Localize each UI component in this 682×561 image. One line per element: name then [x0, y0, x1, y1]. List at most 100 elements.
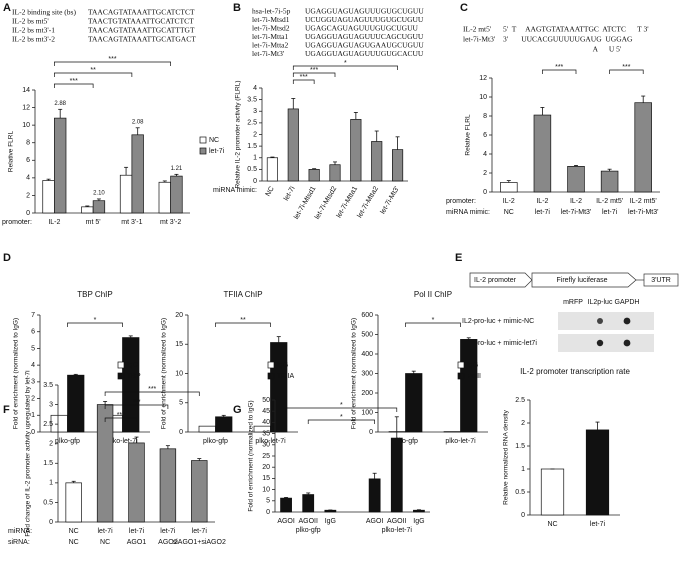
- value-annotation: 2.10: [93, 191, 105, 197]
- y-tick-label: 0.5: [515, 489, 525, 496]
- sequence-name: IL-2 mt5': [463, 25, 492, 34]
- y-tick-label: 0: [49, 519, 53, 526]
- sequence-name: IL-2 bs mt3'-1: [12, 26, 55, 35]
- x-tick-label: let-7i-Mt3': [561, 209, 592, 216]
- bar: [350, 119, 362, 182]
- y-tick-label: 4: [483, 151, 487, 158]
- y-tick-label: 14: [22, 87, 30, 94]
- y-tick-label: 500: [361, 331, 373, 338]
- bar: [634, 102, 652, 193]
- sequence-name: IL-2 bs mt3'-2: [12, 35, 55, 44]
- y-axis-label: Fold of enrichment (normalized to IgG): [351, 318, 358, 429]
- y-tick-label: 45: [262, 408, 270, 415]
- bar: [158, 181, 171, 214]
- significance-label: *: [432, 317, 435, 324]
- x-tick-label: IL-2: [536, 198, 548, 205]
- bar-chart: 0 5 10 15 20 25 30 35 40 45 50 Fold of enrichment (…: [248, 397, 430, 534]
- sequence: UGAGGUAGUAGUUUCAGCUGUU: [305, 32, 424, 41]
- y-tick-label: 6: [483, 132, 487, 139]
- significance-bracket: [215, 322, 271, 327]
- significance-bracket: [307, 419, 375, 424]
- chart-title: TBP ChIP: [77, 290, 112, 299]
- significance-label: ***: [310, 67, 318, 74]
- sequence: TAACAGTATAAATTGCATCTCT: [88, 8, 195, 17]
- chart-title: TFIIA ChIP: [223, 290, 262, 299]
- x-tick-label: let-7i: [535, 209, 551, 216]
- significance-bracket: [609, 69, 644, 74]
- y-tick-label: 40: [262, 419, 270, 426]
- group-label: plko-gfp: [296, 527, 321, 534]
- x-tick-label: AGOI: [277, 518, 295, 525]
- y-tick-label: 20: [262, 464, 270, 471]
- significance-label: ***: [108, 56, 116, 63]
- gene-label: Firefly luciferase: [557, 277, 608, 284]
- legend-label: NC: [209, 137, 219, 144]
- x-tick-label: NC: [69, 528, 79, 535]
- panel-letter: F: [3, 404, 10, 416]
- y-tick-label: 2: [483, 170, 487, 177]
- y-tick-label: 8: [26, 140, 30, 147]
- y-tick-label: 12: [22, 104, 30, 111]
- legend-swatch: [117, 361, 125, 369]
- y-tick-label: 2.5: [247, 120, 257, 127]
- y-tick-label: 8: [483, 113, 487, 120]
- bar: [128, 442, 145, 523]
- x-tick-label: AGOII: [298, 518, 318, 525]
- y-tick-label: 15: [262, 475, 270, 482]
- blot-dot: [597, 318, 603, 324]
- significance-bracket: [104, 417, 137, 422]
- legend-label: let-7i: [209, 148, 225, 155]
- x-tick-label: let-7i-Mt3': [628, 209, 659, 216]
- bar: [81, 206, 94, 214]
- sequence: TAACAGTATAAATTGCATTTGT: [88, 26, 195, 35]
- value-annotation: 2.88: [54, 101, 66, 107]
- significance-label: *: [340, 402, 343, 409]
- x-tick-label: AGOI: [366, 518, 384, 525]
- sequence: UCUGGUAGUAGUUUGUGCUGUU: [305, 15, 424, 24]
- bar: [540, 468, 565, 516]
- y-tick-label: 4: [31, 362, 35, 369]
- y-tick-label: 5: [31, 345, 35, 352]
- sequence-name: IL-2 binding site (bs): [12, 8, 76, 17]
- significance-label: ***: [148, 386, 156, 393]
- sequence-name: let-7i-Mt3': [252, 49, 285, 58]
- bar: [324, 509, 337, 513]
- group-label: plko-let-7i: [382, 527, 413, 534]
- x-tick-label: let-7i-Mtta1: [336, 185, 360, 219]
- bar: [390, 437, 403, 513]
- y-axis-label: Fold change of IL-2 promoter activity up…: [25, 370, 32, 536]
- legend-label: TFIIA: [277, 373, 294, 380]
- bar: [42, 180, 55, 214]
- y-tick-label: 35: [262, 430, 270, 437]
- bar: [392, 149, 404, 182]
- y-tick-label: 0: [26, 210, 30, 217]
- y-axis-label: Fold of enrichment (normalized to IgG): [13, 318, 20, 429]
- y-tick-label: 1.5: [43, 460, 53, 467]
- sequence-name: let-7i-Mtsd2: [252, 24, 290, 33]
- x-tick-label: NC: [100, 539, 110, 546]
- bar-chart: 0 5 10 15 20 TFIIA ChIP Fold of enrichment (no…: [161, 290, 298, 445]
- x-tick-label: mt 3'-2: [160, 219, 181, 226]
- bar: [266, 157, 278, 182]
- bar: [500, 182, 518, 193]
- x-tick-label: NC: [265, 185, 276, 197]
- sequence: TAACTGTATAAATTGCATCTCT: [88, 17, 194, 26]
- bar: [198, 425, 216, 433]
- bar: [159, 448, 177, 523]
- significance-bracket: [54, 72, 133, 77]
- significance-label: ***: [70, 78, 78, 85]
- y-tick-label: 3.5: [43, 382, 53, 389]
- x-row-label: promoter:: [2, 219, 32, 226]
- x-tick-label: AGOII: [387, 518, 407, 525]
- significance-label: ***: [117, 412, 125, 419]
- x-tick-label: plko-gfp: [203, 438, 228, 445]
- sequence-name: let-7i-Mtta1: [252, 32, 288, 41]
- blot-row-label: IL2-pro-luc + mimic-let7i: [462, 340, 537, 347]
- significance-label: *: [340, 414, 343, 421]
- x-tick-label: let-7i-Mtsd2: [314, 185, 338, 220]
- bar: [329, 164, 341, 182]
- legend-swatch: [457, 372, 465, 380]
- sequence: UGAGGUAGUAGUUUGUGCACUU: [305, 49, 424, 58]
- blot-dot: [623, 339, 631, 347]
